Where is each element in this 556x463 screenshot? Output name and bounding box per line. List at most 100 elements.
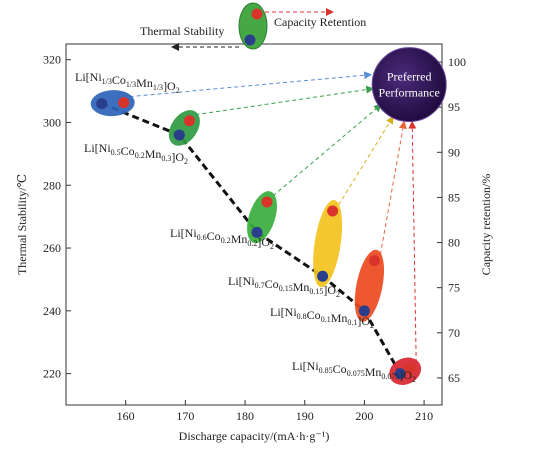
capacity-retention-point (368, 255, 380, 267)
y-right-tick-label: 100 (448, 55, 466, 69)
x-tick-label: 160 (117, 409, 135, 423)
formula-part: Li[ (170, 226, 185, 240)
material-ellipse (313, 200, 343, 288)
x-tick-label: 210 (415, 409, 433, 423)
y-left-tick-label: 260 (43, 241, 61, 255)
formula-part: Mn (331, 311, 348, 325)
x-axis-title: Discharge capacity/(mA·h·g⁻¹) (179, 429, 330, 443)
trend-layer (101, 102, 402, 375)
formula-part: Mn (231, 232, 248, 246)
formula-part: Li[ (228, 274, 243, 288)
formula-part: Mn (365, 365, 382, 379)
legend-retention-dot (251, 8, 263, 20)
y-right-tick-label: 65 (448, 371, 460, 385)
formula-part: Mn (136, 76, 153, 90)
thermal-trend-line (101, 102, 402, 375)
x-tick-label: 200 (355, 409, 373, 423)
formula-subscript: 2 (336, 290, 340, 299)
formula-part: Li[ (292, 359, 307, 373)
formula-subscript: 0.1 (347, 318, 357, 327)
thermal-stability-point (251, 226, 263, 238)
y-right-tick-label: 90 (448, 145, 460, 159)
formula-part: ]O (399, 368, 412, 382)
axis-text-layer: 160 170 180 190 200 2102202402602803003206570… (15, 53, 493, 443)
formula-part: Mn (293, 280, 310, 294)
formula-subscript: 0.15 (279, 284, 293, 293)
formula-part: Ni (307, 359, 320, 373)
formula-subscript: 2 (270, 242, 274, 251)
formula-part: Co (121, 144, 135, 158)
formula-subscript: 2 (370, 321, 374, 330)
capacity-retention-point (327, 205, 339, 217)
legend-thermal-label: Thermal Stability (140, 24, 224, 38)
y-left-axis-title: Thermal Stability/℃ (15, 174, 29, 275)
formula-subscript: 0.6 (197, 233, 207, 242)
formula-subscript: 0.075 (381, 372, 399, 381)
formula-subscript: 0.3 (161, 154, 171, 163)
retention-arrow (338, 115, 394, 206)
formula-subscript: 0.2 (135, 151, 145, 160)
preferred-performance-circle (371, 47, 447, 123)
capacity-retention-point (118, 97, 130, 109)
formula-part: Ni (243, 274, 256, 288)
thermal-stability-point (317, 270, 329, 282)
formula-part: Co (265, 277, 279, 291)
y-right-tick-label: 85 (448, 190, 460, 204)
material-formula-label: Li[Ni0.6Co0.2Mn0.2]O2 (170, 226, 274, 251)
material-ellipse (354, 249, 385, 322)
formula-part: ]O (323, 283, 336, 297)
capacity-retention-point (261, 196, 273, 208)
formula-part: Li[ (84, 141, 99, 155)
material-formula-label: Li[Ni1/3Co1/3Mn1/3]O2 (75, 70, 180, 95)
formula-subscript: 0.8 (297, 312, 307, 321)
material-formula-label: Li[Ni0.8Co0.1Mn0.1]O2 (270, 305, 374, 330)
preferred-label-line2: Performance (379, 86, 440, 100)
y-right-tick-label: 70 (448, 326, 460, 340)
capacity-retention-point (404, 363, 416, 375)
arrows-layer (129, 8, 417, 363)
formula-part: Mn (145, 147, 162, 161)
formula-part: Li[ (270, 305, 285, 319)
retention-arrow (379, 120, 407, 255)
formula-subscript: 0.85 (319, 366, 333, 375)
legend-capacity-label: Capacity Retention (274, 15, 366, 29)
y-right-tick-label: 95 (448, 100, 460, 114)
thermal-stability-point (358, 305, 370, 317)
capacity-retention-point (183, 115, 195, 127)
formula-subscript: 0.5 (111, 148, 121, 157)
x-tick-label: 180 (236, 409, 254, 423)
preferred-label-line1: Preferred (387, 70, 432, 84)
retention-arrow (195, 85, 375, 116)
formula-part: Ni (90, 70, 103, 84)
labels-layer: Preferred Performance Capacity Retention Th… (75, 15, 440, 384)
y-left-tick-label: 240 (43, 304, 61, 318)
formula-part: Ni (285, 305, 298, 319)
material-formula-label: Li[Ni0.85Co0.075Mn0.075]O2 (292, 359, 416, 384)
material-formula-label: Li[Ni0.5Co0.2Mn0.3]O2 (84, 141, 188, 166)
y-right-tick-label: 80 (448, 236, 460, 250)
formula-part: Ni (99, 141, 112, 155)
y-left-tick-label: 320 (43, 53, 61, 67)
y-left-tick-label: 280 (43, 178, 61, 192)
formula-subscript: 0.2 (247, 239, 257, 248)
formula-subscript: 2 (176, 86, 180, 95)
x-tick-label: 170 (176, 409, 194, 423)
formula-part: ]O (257, 235, 270, 249)
y-right-axis-title: Capacity retention/% (479, 174, 493, 276)
formula-subscript: 2 (412, 375, 416, 384)
formula-subscript: 0.7 (255, 281, 265, 290)
material-ellipse (168, 110, 200, 146)
formula-part: ]O (357, 314, 370, 328)
formula-part: Co (207, 229, 221, 243)
retention-arrow (272, 103, 382, 197)
y-left-tick-label: 220 (43, 367, 61, 381)
y-right-tick-label: 75 (448, 281, 460, 295)
formula-subscript: 0.1 (321, 315, 331, 324)
formula-subscript: 1/3 (153, 83, 163, 92)
retention-arrow (129, 71, 373, 98)
formula-subscript: 1/3 (102, 77, 112, 86)
thermal-stability-point (96, 98, 108, 110)
formula-part: Ni (185, 226, 198, 240)
